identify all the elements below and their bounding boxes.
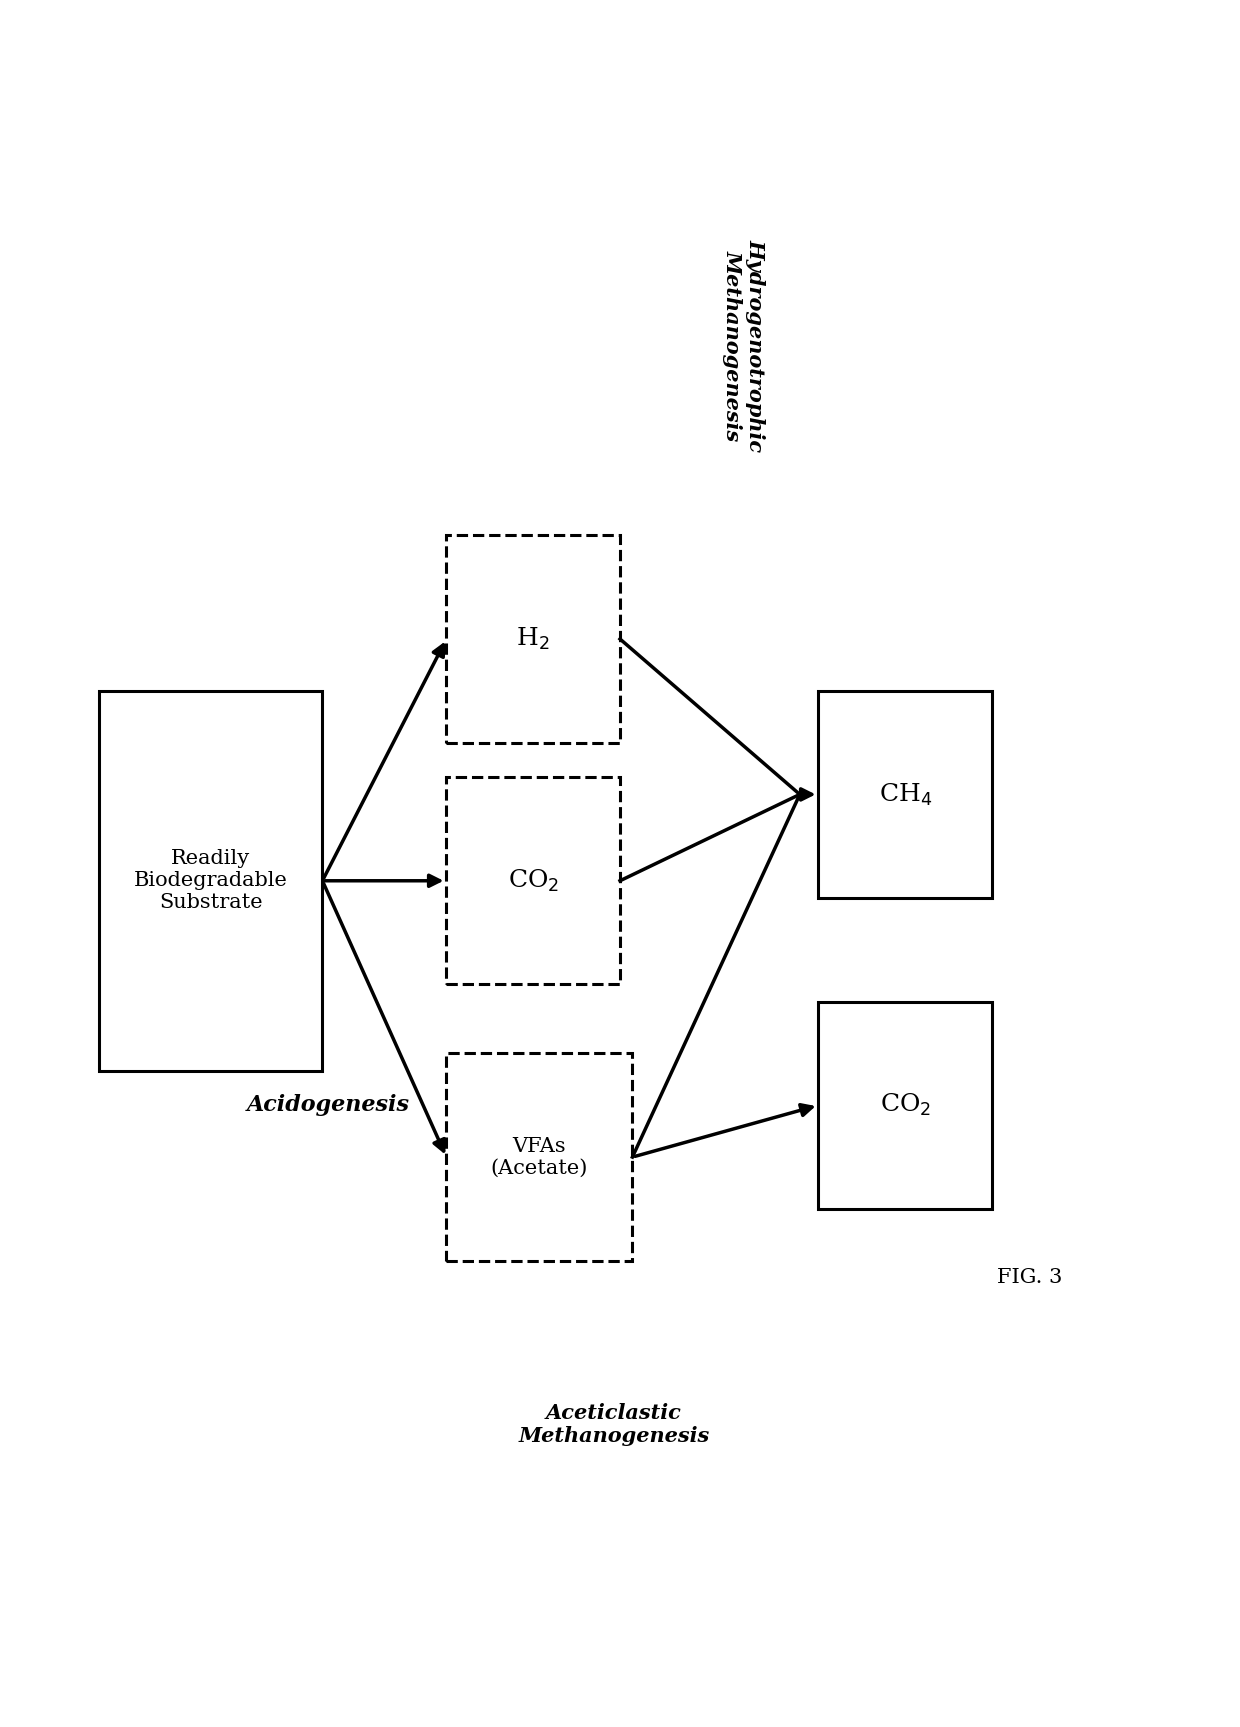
Text: Acidogenesis: Acidogenesis <box>247 1095 410 1116</box>
Text: H$_2$: H$_2$ <box>517 625 549 653</box>
Text: CO$_2$: CO$_2$ <box>507 867 559 895</box>
FancyBboxPatch shape <box>446 777 620 984</box>
Text: Hydrogenotrophic
Methanogenesis: Hydrogenotrophic Methanogenesis <box>723 238 765 452</box>
FancyBboxPatch shape <box>446 1053 632 1261</box>
FancyBboxPatch shape <box>818 691 992 898</box>
FancyBboxPatch shape <box>446 535 620 743</box>
FancyBboxPatch shape <box>818 1002 992 1209</box>
Text: Readily
Biodegradable
Substrate: Readily Biodegradable Substrate <box>134 850 288 912</box>
Text: Aceticlastic
Methanogenesis: Aceticlastic Methanogenesis <box>518 1402 709 1447</box>
Text: VFAs
(Acetate): VFAs (Acetate) <box>491 1136 588 1178</box>
Text: CH$_4$: CH$_4$ <box>879 781 931 808</box>
FancyBboxPatch shape <box>99 691 322 1071</box>
Text: CO$_2$: CO$_2$ <box>879 1091 931 1119</box>
Text: FIG. 3: FIG. 3 <box>997 1268 1061 1288</box>
